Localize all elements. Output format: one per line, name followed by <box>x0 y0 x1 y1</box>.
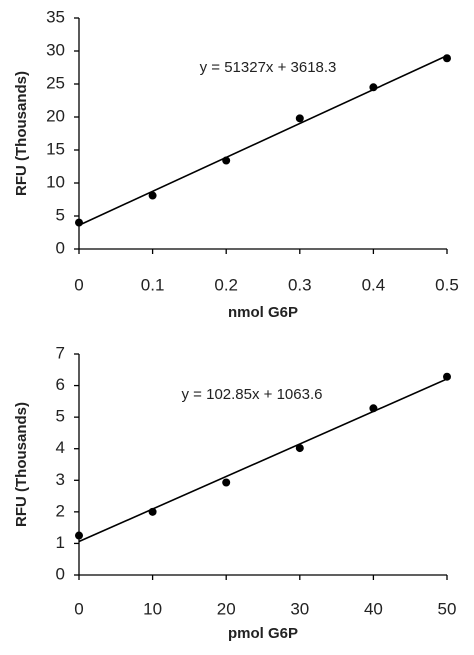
y-tick-label: 3 <box>56 470 65 489</box>
x-tick-label: 30 <box>290 599 309 618</box>
data-point <box>369 83 378 92</box>
y-tick-label: 5 <box>56 407 65 426</box>
y-tick-label: 1 <box>56 533 65 552</box>
y-tick-label: 35 <box>46 7 65 26</box>
chart: 0 5 10 15 20 25 30 35 0 0.1 0.2 0.3 0.4 0.5 nmol G6P RF… <box>13 7 459 320</box>
data-point <box>148 507 157 516</box>
x-tick-label: 0.3 <box>288 275 312 294</box>
data-point <box>443 372 451 381</box>
x-tick-label: 0.5 <box>435 275 459 294</box>
data-point <box>75 218 83 227</box>
y-tick-label: 6 <box>56 375 65 394</box>
y-tick-label: 20 <box>46 106 65 125</box>
data-point <box>369 404 378 413</box>
x-tick-label: 50 <box>438 599 457 618</box>
trendline <box>78 378 448 543</box>
trend-equation: y = 51327x + 3618.3 <box>200 59 337 76</box>
y-tick-label: 10 <box>46 172 65 191</box>
x-tick-label: 0 <box>74 599 83 618</box>
x-tick-label: 20 <box>217 599 236 618</box>
data-point <box>295 444 304 453</box>
y-tick-label: 15 <box>46 139 65 158</box>
y-axis-title: RFU (Thousands) <box>13 71 30 196</box>
x-tick-label: 0.4 <box>362 275 386 294</box>
x-tick-label: 40 <box>364 599 383 618</box>
y-tick-label: 0 <box>56 564 65 583</box>
data-point <box>75 531 83 540</box>
data-point <box>222 156 231 165</box>
chart: 0 1 2 3 4 5 6 7 0 10 20 30 40 50 pmol G6P RFU (Thousand… <box>13 343 456 641</box>
x-axis-title: nmol G6P <box>228 304 298 321</box>
y-tick-label: 0 <box>56 238 65 257</box>
x-tick-label: 0 <box>74 275 83 294</box>
x-tick-label: 0.1 <box>141 275 165 294</box>
data-point <box>148 191 157 200</box>
x-axis-title: pmol G6P <box>228 625 298 642</box>
data-point <box>443 54 451 63</box>
x-tick-label: 0.2 <box>214 275 238 294</box>
y-tick-label: 4 <box>56 438 65 457</box>
y-tick-label: 30 <box>46 40 65 59</box>
data-point <box>295 114 304 123</box>
trend-equation: y = 102.85x + 1063.6 <box>182 386 323 403</box>
x-tick-label: 10 <box>143 599 162 618</box>
y-tick-label: 25 <box>46 73 65 92</box>
y-tick-label: 7 <box>56 343 65 362</box>
data-point <box>222 478 231 487</box>
y-axis-title: RFU (Thousands) <box>13 402 30 527</box>
y-tick-label: 5 <box>56 205 65 224</box>
y-tick-label: 2 <box>56 501 65 520</box>
trendline <box>78 54 448 226</box>
